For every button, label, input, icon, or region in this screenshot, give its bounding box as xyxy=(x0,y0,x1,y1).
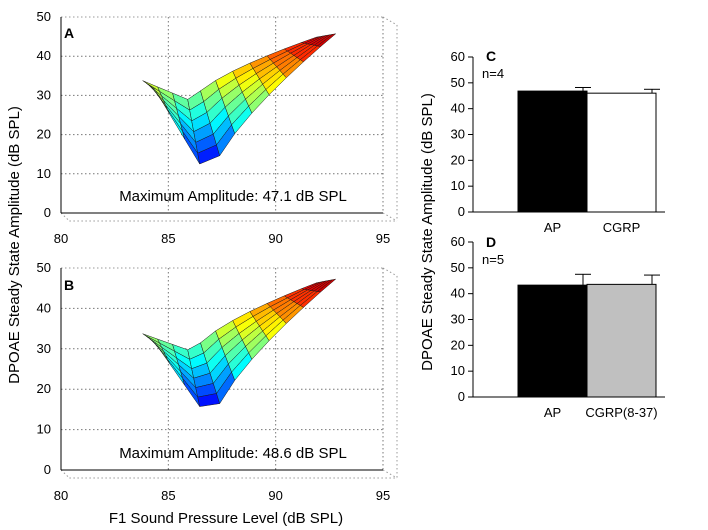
panel-a-box-edge-1 xyxy=(382,16,398,26)
panel-b-y-tick-label: 0 xyxy=(44,462,51,477)
panel-b-y-ticks: 0 10 20 30 40 50 xyxy=(37,260,51,477)
panel-a-x-ticks: 80 85 90 95 xyxy=(54,231,390,246)
panel-c-category-label: AP xyxy=(544,220,561,235)
panel-c: C n=4 0 10 20 30 40 50 60 AP CGRP xyxy=(451,48,665,235)
left-y-axis-title: DPOAE Steady State Amplitude (dB SPL) xyxy=(6,106,23,384)
panel-d-y-tick-label: 50 xyxy=(451,260,465,275)
panel-c-y-tick-label: 30 xyxy=(451,127,465,142)
panel-c-letter: C xyxy=(486,48,496,64)
panel-b-box-edge-1 xyxy=(382,267,398,277)
panel-c-category-label: CGRP xyxy=(603,220,641,235)
panel-b-box-edge-2 xyxy=(382,469,398,479)
panel-b-y-tick-label: 20 xyxy=(37,381,51,396)
panel-d-y-tick-label: 20 xyxy=(451,337,465,352)
panel-a-x-tick-label: 95 xyxy=(376,231,390,246)
panel-d-y-tick-label: 0 xyxy=(458,389,465,404)
panel-a-y-tick-label: 50 xyxy=(37,9,51,24)
panel-b-box-edge-4 xyxy=(60,469,70,479)
panel-c-bars: 0 10 20 30 40 50 60 AP CGRP xyxy=(451,49,665,235)
panel-a-box-edge-2 xyxy=(382,212,398,222)
panel-d-category-label: CGRP(8-37) xyxy=(585,405,657,420)
panel-a-surface xyxy=(142,33,337,165)
panel-b-x-tick-label: 95 xyxy=(376,488,390,503)
panel-c-n-label: n=4 xyxy=(482,66,504,81)
panel-d-n-label: n=5 xyxy=(482,252,504,267)
panel-c-y-tick-label: 20 xyxy=(451,152,465,167)
panel-b-y-tick-label: 30 xyxy=(37,341,51,356)
panel-b-letter: B xyxy=(64,277,74,293)
panel-b-x-tick-label: 90 xyxy=(268,488,282,503)
panel-c-y-tick-label: 60 xyxy=(451,49,465,64)
panel-d-bar-cgrp-8-37- xyxy=(586,283,657,398)
panel-a-y-tick-label: 0 xyxy=(44,205,51,220)
panel-a-x-tick-label: 80 xyxy=(54,231,68,246)
panel-d-y-tick-label: 10 xyxy=(451,363,465,378)
panel-c-bar-ap xyxy=(517,90,588,213)
panel-a-annotation: Maximum Amplitude: 47.1 dB SPL xyxy=(119,188,347,205)
panel-b-grid xyxy=(60,267,398,479)
panel-d-category-label: AP xyxy=(544,405,561,420)
panel-d-y-tick-label: 60 xyxy=(451,234,465,249)
panel-b-surface xyxy=(142,278,337,407)
panel-b-axes xyxy=(60,268,383,471)
panel-d-y-tick-label: 30 xyxy=(451,312,465,327)
panel-c-y-tick-label: 10 xyxy=(451,178,465,193)
panel-b-surface-patch xyxy=(316,278,337,293)
panel-c-bar-cgrp xyxy=(586,92,657,213)
panel-c-y-tick-label: 50 xyxy=(451,75,465,90)
panel-a-letter: A xyxy=(64,25,74,41)
panel-a-y-tick-label: 20 xyxy=(37,127,51,142)
panel-d-bar-ap xyxy=(517,284,588,398)
panel-b-annotation: Maximum Amplitude: 48.6 dB SPL xyxy=(119,445,347,462)
panel-b-x-tick-label: 85 xyxy=(161,488,175,503)
panel-b-y-tick-label: 40 xyxy=(37,300,51,315)
panel-a: 0 10 20 30 40 50 80 85 90 95 A Maximum Amplitude… xyxy=(37,8,398,246)
panel-a-y-tick-label: 30 xyxy=(37,87,51,102)
right-y-axis-title: DPOAE Steady State Amplitude (dB SPL) xyxy=(419,93,436,371)
panel-c-y-tick-label: 0 xyxy=(458,204,465,219)
panel-d-bars: 0 10 20 30 40 50 60 AP CGRP(8-37) xyxy=(451,234,665,420)
panel-a-y-ticks: 0 10 20 30 40 50 xyxy=(37,9,51,220)
panel-b-x-tick-label: 80 xyxy=(54,488,68,503)
x-axis-title: F1 Sound Pressure Level (dB SPL) xyxy=(109,510,343,527)
panel-a-surface-patch xyxy=(316,33,337,47)
panel-a-x-tick-label: 85 xyxy=(161,231,175,246)
panel-d-letter: D xyxy=(486,234,496,250)
panel-a-y-tick-label: 40 xyxy=(37,48,51,63)
panel-b-x-ticks: 80 85 90 95 xyxy=(54,488,390,503)
panel-c-y-tick-label: 40 xyxy=(451,101,465,116)
panel-d: D n=5 0 10 20 30 40 50 60 AP CGRP(8-37) xyxy=(451,234,665,420)
panel-a-x-tick-label: 90 xyxy=(268,231,282,246)
panel-b: 0 10 20 30 40 50 80 85 90 95 B Maximum Amplitude… xyxy=(37,260,398,503)
panel-d-y-tick-label: 40 xyxy=(451,286,465,301)
panel-b-y-tick-label: 10 xyxy=(37,422,51,437)
panel-a-axes xyxy=(60,17,383,214)
panel-b-y-tick-label: 50 xyxy=(37,260,51,275)
panel-a-y-tick-label: 10 xyxy=(37,166,51,181)
